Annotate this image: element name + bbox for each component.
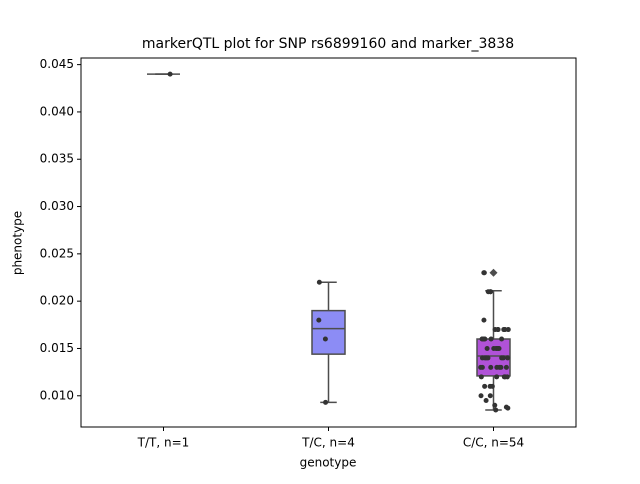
y-tick-label: 0.040 — [40, 104, 74, 118]
data-point — [488, 364, 494, 370]
plot-frame — [80, 57, 577, 428]
data-point — [481, 270, 487, 276]
data-point — [480, 336, 486, 342]
data-point — [483, 398, 489, 404]
data-point — [502, 327, 508, 333]
data-point — [322, 336, 328, 342]
data-point — [492, 402, 498, 408]
y-tick-label: 0.035 — [40, 152, 74, 166]
data-point — [484, 345, 490, 351]
data-point — [478, 393, 484, 399]
data-point — [316, 317, 322, 323]
y-tick-label: 0.025 — [40, 246, 74, 260]
data-point — [505, 405, 511, 411]
data-point — [323, 399, 329, 405]
data-point — [481, 317, 487, 323]
y-tick-label: 0.045 — [40, 57, 74, 71]
data-point — [504, 374, 510, 380]
data-point — [485, 289, 491, 295]
chart-title: markerQTL plot for SNP rs6899160 and mar… — [142, 36, 514, 52]
data-point — [489, 383, 495, 389]
data-point — [488, 336, 494, 342]
y-tick-label: 0.030 — [40, 199, 74, 213]
data-point — [493, 407, 499, 413]
data-point — [500, 355, 506, 361]
data-point — [494, 374, 500, 380]
x-tick-label: T/T, n=1 — [137, 436, 190, 450]
data-point — [496, 345, 502, 351]
data-point — [482, 383, 488, 389]
outlier — [489, 268, 498, 277]
data-point — [498, 364, 504, 370]
data-point — [505, 355, 511, 361]
data-point — [503, 364, 509, 370]
box — [311, 309, 346, 355]
data-point — [478, 364, 484, 370]
x-tick-label: C/C, n=54 — [463, 436, 524, 450]
y-axis-label: phenotype — [11, 211, 25, 275]
data-point — [316, 279, 322, 285]
data-point — [167, 71, 173, 77]
data-point — [499, 336, 505, 342]
data-point — [478, 374, 484, 380]
x-axis-label: genotype — [300, 456, 357, 470]
x-tick-label: T/C, n=4 — [301, 436, 355, 450]
data-point — [495, 327, 501, 333]
y-tick-label: 0.010 — [40, 388, 74, 402]
y-tick-label: 0.020 — [40, 294, 74, 308]
data-point — [485, 355, 491, 361]
y-tick-label: 0.015 — [40, 341, 74, 355]
data-point — [487, 393, 493, 399]
